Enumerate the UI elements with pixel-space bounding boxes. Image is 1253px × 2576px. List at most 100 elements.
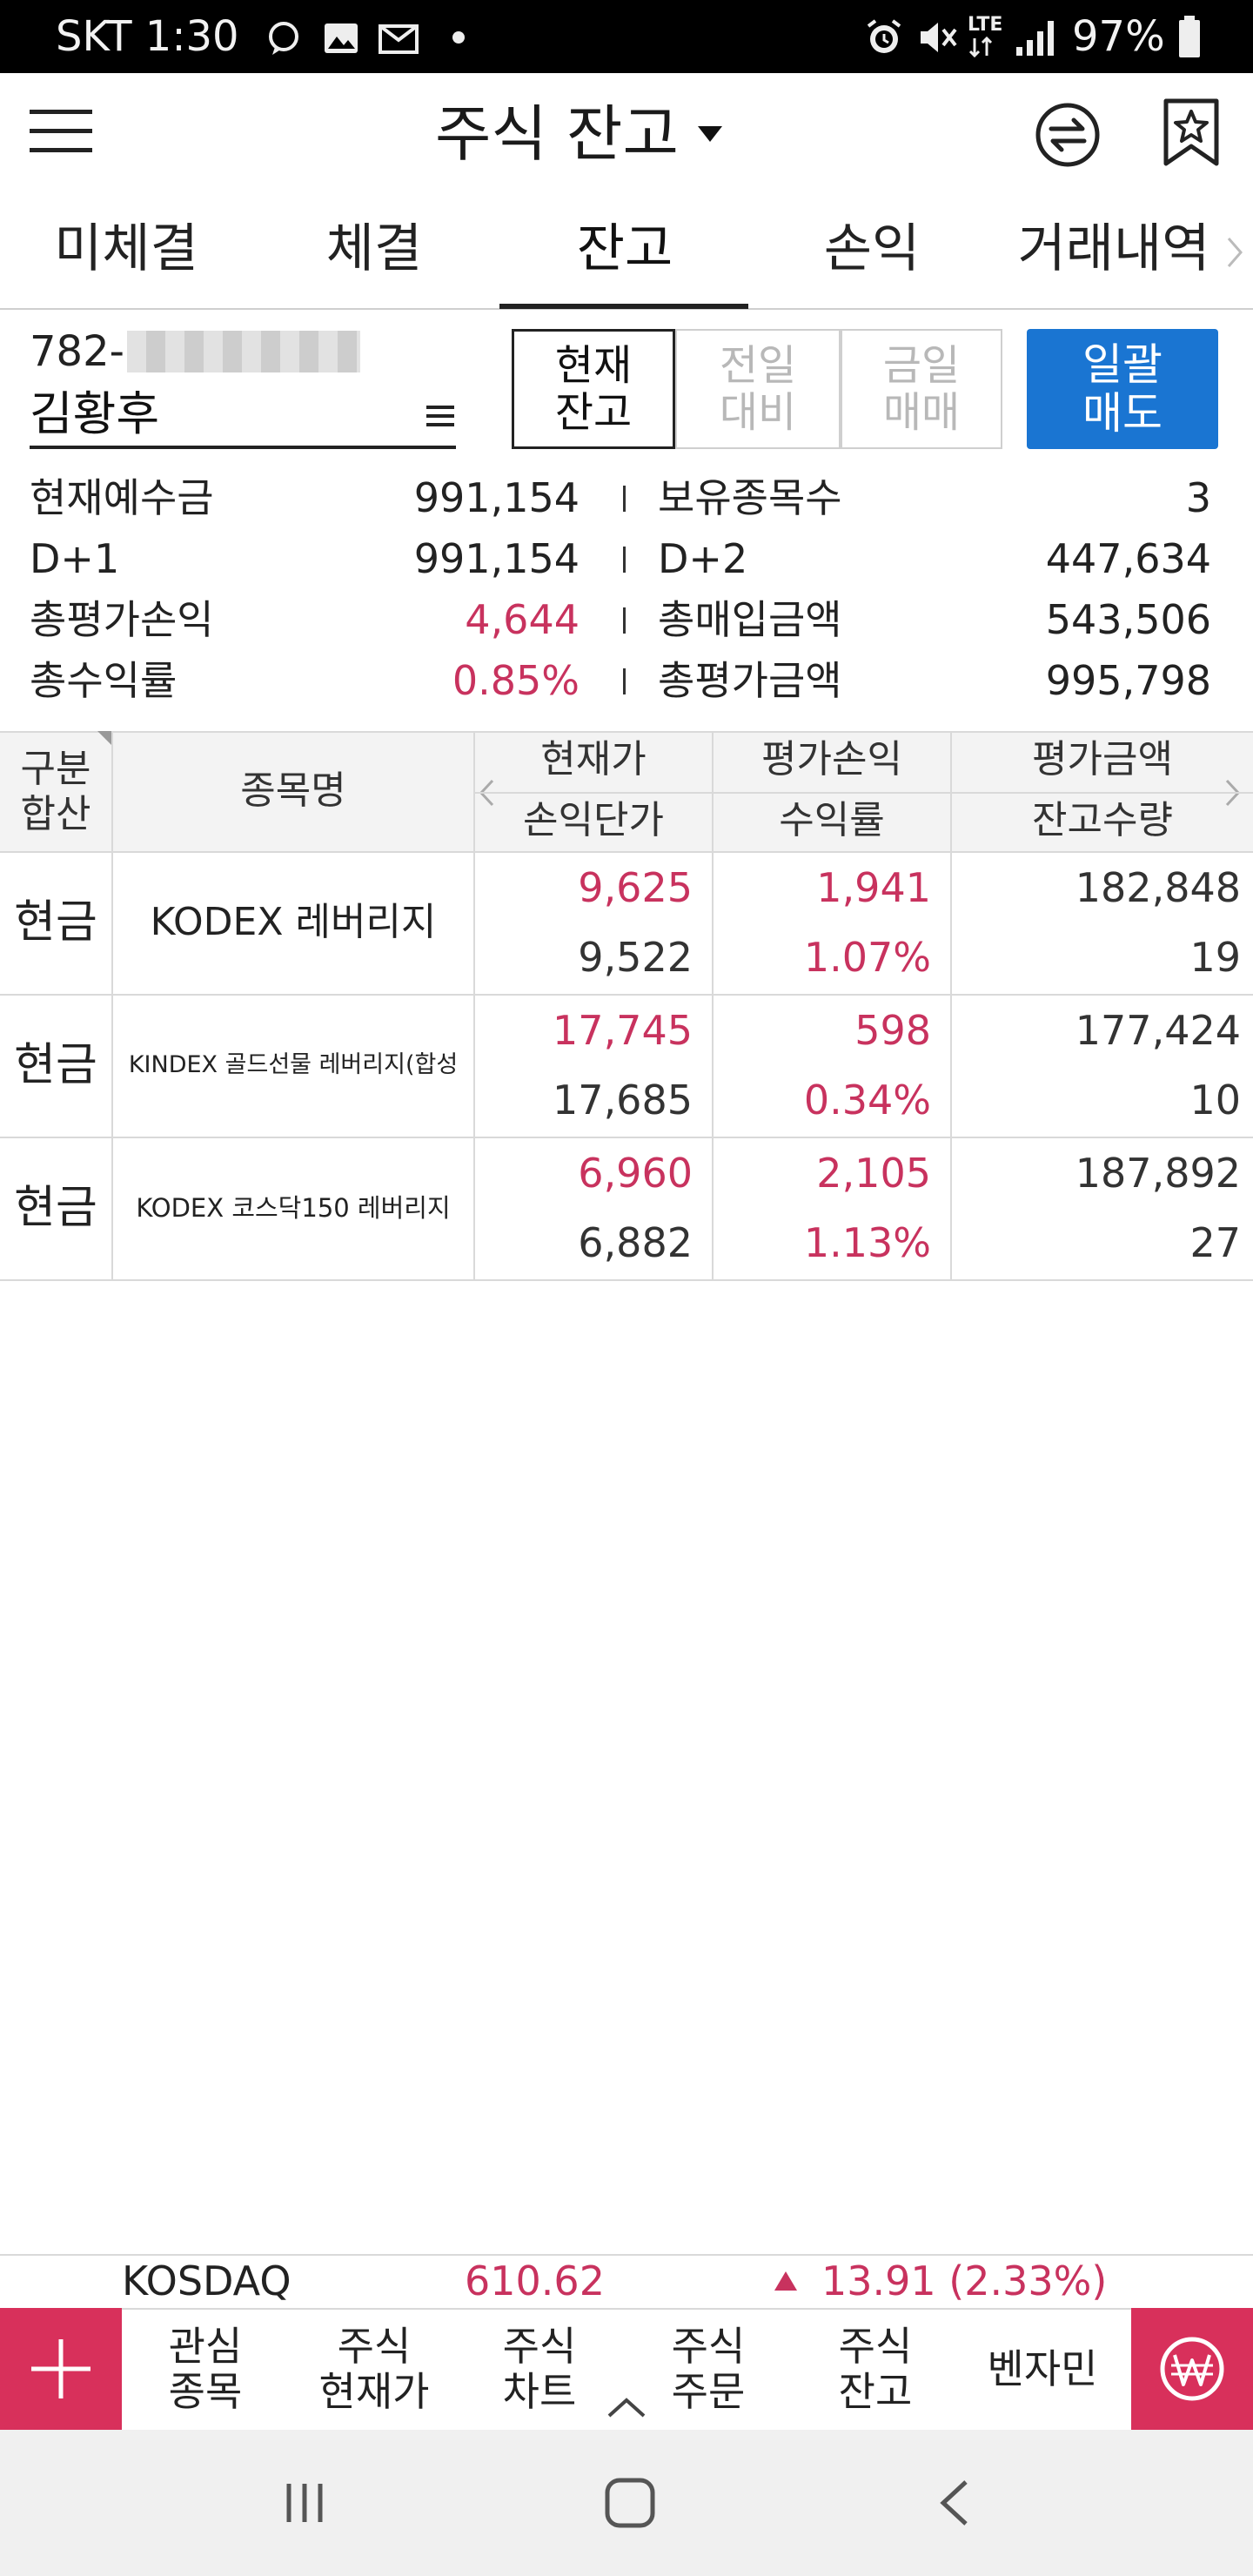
menu-stock-chart-line1: 주식: [502, 2323, 577, 2370]
swap-icon[interactable]: [1034, 101, 1102, 169]
menu-stock-order[interactable]: 주식 주문: [630, 2320, 787, 2418]
account-list-icon[interactable]: [426, 406, 454, 428]
menu-stock-chart-line2: 차트: [502, 2368, 577, 2415]
summary-value: 4,644: [465, 596, 580, 643]
row-current-price: 17,745: [553, 1007, 693, 1054]
row-avg-price: 17,685: [553, 1077, 693, 1124]
tab-profit-loss[interactable]: 손익: [823, 218, 921, 279]
row-quantity: 27: [1189, 1219, 1241, 1266]
signal-icon: [1016, 21, 1054, 56]
summary-label: 총매입금액: [658, 596, 842, 643]
chevron-right-icon[interactable]: [1225, 235, 1246, 270]
mute-icon: [921, 23, 957, 52]
row-avg-price: 6,882: [578, 1219, 693, 1266]
row-avg-price: 9,522: [578, 934, 693, 981]
header-gubun-bottom: 합산: [20, 792, 91, 836]
dot-icon: [452, 31, 465, 44]
header-eval-amount: 평가금액: [1032, 737, 1173, 782]
menu-stock-order-line2: 주문: [671, 2368, 746, 2415]
header-avg-price: 손익단가: [523, 798, 664, 842]
header-quantity: 잔고수량: [1032, 798, 1173, 842]
view-current-balance-button[interactable]: 현재 잔고: [512, 329, 675, 449]
lte-arrows-icon: [968, 37, 993, 57]
image-icon: [325, 23, 358, 53]
header-gubun[interactable]: 구분 합산: [0, 747, 111, 837]
view-prev-day-line1: 전일: [719, 341, 797, 390]
index-ticker[interactable]: [0, 2254, 1253, 2308]
grid-line: [712, 731, 714, 1281]
summary-value: 3: [1185, 474, 1211, 521]
menu-watchlist[interactable]: 관심 종목: [127, 2320, 284, 2418]
grid-line: [950, 731, 952, 1281]
summary-label: D+1: [30, 535, 120, 582]
back-icon[interactable]: [933, 2477, 975, 2529]
tab-balance[interactable]: 잔고: [576, 218, 673, 279]
sell-all-button[interactable]: 일괄 매도: [1027, 329, 1218, 449]
summary-separator: [623, 547, 626, 573]
summary-value: 447,634: [1045, 535, 1211, 582]
row-stock-name: KODEX 코스닥150 레버리지: [136, 1193, 451, 1223]
summary-value: 995,798: [1045, 657, 1211, 704]
won-button[interactable]: [1131, 2308, 1253, 2430]
summary-value: 991,154: [413, 474, 580, 521]
menu-stock-price-line2: 현재가: [318, 2368, 430, 2415]
row-type: 현금: [14, 1182, 97, 1234]
tab-transaction-history[interactable]: 거래내역: [1017, 218, 1210, 279]
header-mid-line: [475, 792, 1253, 794]
view-current-balance-line2: 잔고: [554, 388, 633, 437]
view-today-trade-line2: 매매: [882, 388, 961, 437]
dropdown-caret-icon: [697, 126, 722, 142]
view-today-trade-button[interactable]: 금일 매매: [841, 329, 1002, 449]
row-eval-amount: 187,892: [1075, 1150, 1241, 1197]
tab-filled[interactable]: 체결: [325, 218, 423, 279]
battery-icon: [1179, 16, 1200, 57]
summary-label: 현재예수금: [30, 474, 214, 521]
menu-benjamin-label: 벤자민: [987, 2345, 1098, 2392]
sell-all-line2: 매도: [1082, 388, 1163, 439]
menu-stock-balance-line2: 잔고: [838, 2368, 913, 2415]
bookmark-star-icon[interactable]: [1161, 97, 1222, 167]
menu-stock-price[interactable]: 주식 현재가: [296, 2320, 452, 2418]
battery-percent: 97%: [1072, 12, 1165, 61]
account-underline: [30, 446, 456, 449]
header-current-price: 현재가: [540, 737, 647, 782]
account-holder-name[interactable]: 김황후: [30, 386, 160, 441]
summary-label: 보유종목수: [658, 474, 842, 521]
row-current-price: 9,625: [578, 864, 693, 911]
grid-line: [111, 731, 113, 1281]
status-time: SKT 1:30: [56, 12, 239, 61]
lte-icon: LTE: [968, 14, 1003, 36]
view-prev-day-button[interactable]: 전일 대비: [675, 329, 841, 449]
row-quantity: 10: [1189, 1077, 1241, 1124]
tab-unfilled[interactable]: 미체결: [54, 218, 198, 279]
header-return-rate: 수익률: [779, 798, 885, 842]
summary-label: D+2: [658, 535, 748, 582]
menu-stock-balance-line1: 주식: [838, 2323, 913, 2370]
row-return-rate: 1.13%: [803, 1219, 931, 1266]
home-icon[interactable]: [602, 2475, 658, 2531]
header-stock-name: 종목명: [240, 768, 346, 813]
ticker-index-value: 610.62: [465, 2257, 605, 2304]
chevron-up-icon[interactable]: [606, 2395, 647, 2419]
menu-watchlist-line2: 종목: [168, 2368, 243, 2415]
grid-line: [0, 994, 1253, 996]
account-number-prefix: 782-: [30, 327, 124, 376]
account-number-masked: [127, 331, 360, 372]
menu-stock-balance[interactable]: 주식 잔고: [797, 2320, 954, 2418]
title-dropdown[interactable]: 주식 잔고: [435, 99, 727, 169]
grid-line: [473, 731, 475, 1281]
system-nav-bar: [0, 2430, 1253, 2576]
summary-label: 총평가손익: [30, 596, 214, 643]
add-menu-button[interactable]: [0, 2308, 122, 2430]
up-triangle-icon: [774, 2271, 797, 2291]
summary-value: 991,154: [413, 535, 580, 582]
recent-apps-icon[interactable]: [280, 2479, 329, 2527]
menu-benjamin[interactable]: 벤자민: [964, 2320, 1121, 2418]
menu-stock-chart[interactable]: 주식 차트: [461, 2320, 618, 2418]
row-current-price: 6,960: [578, 1150, 693, 1197]
header-eval-pl: 평가손익: [761, 737, 902, 782]
grid-line: [0, 1279, 1253, 1281]
row-eval-pl: 2,105: [816, 1150, 931, 1197]
menu-icon[interactable]: [30, 110, 92, 155]
row-quantity: 19: [1189, 934, 1241, 981]
